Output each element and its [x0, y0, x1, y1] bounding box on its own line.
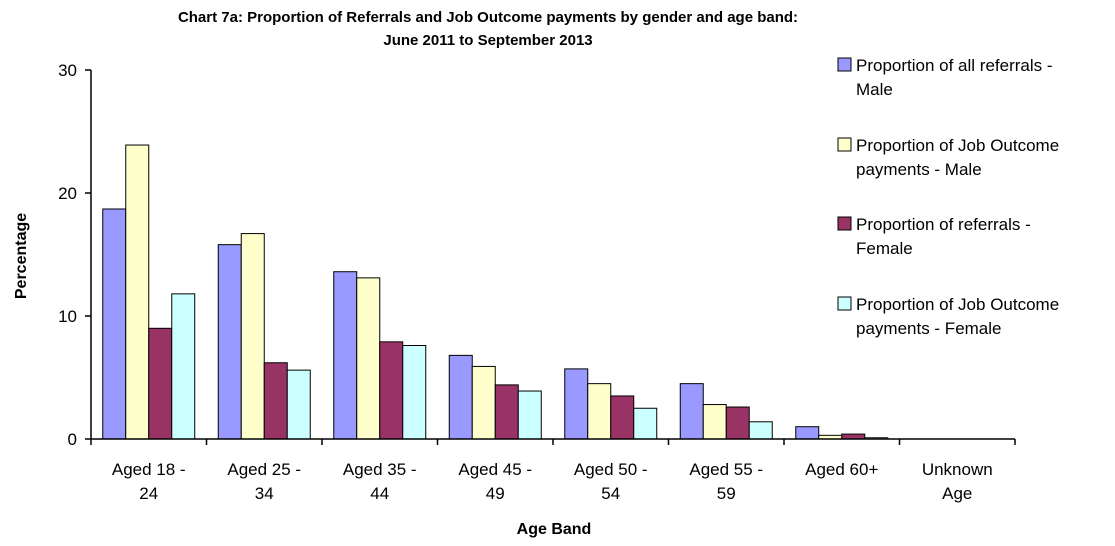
bar-series-3-cat-3 — [379, 341, 404, 440]
bar-series-4-cat-3 — [402, 345, 427, 440]
x-tick-label: Aged 55 - — [689, 460, 763, 479]
x-tick-label: Aged 18 - — [112, 460, 186, 479]
bar-series-3-cat-5 — [610, 395, 635, 440]
bar-series-3-cat-6 — [725, 406, 750, 440]
x-tick-label: Aged 50 - — [574, 460, 648, 479]
chart-title-line-2: June 2011 to September 2013 — [383, 32, 592, 49]
chart-title-line-1: Chart 7a: Proportion of Referrals and Jo… — [178, 9, 798, 26]
x-tick-label: Aged 35 - — [343, 460, 417, 479]
x-tick-label: 24 — [139, 484, 158, 503]
bar-series-4-cat-6 — [748, 421, 773, 440]
bar-series-1-cat-5 — [564, 368, 589, 440]
legend-swatch-3 — [837, 216, 852, 231]
x-tick-label: Unknown — [922, 460, 993, 479]
legend-label-2: Proportion of Job Outcome — [856, 136, 1059, 155]
x-tick-label: 44 — [370, 484, 389, 503]
bar-series-1-cat-1 — [102, 208, 127, 440]
bar-series-2-cat-2 — [240, 233, 265, 440]
y-axis-title: Percentage — [13, 213, 30, 299]
x-axis-title: Age Band — [517, 521, 592, 538]
bar-series-2-cat-3 — [356, 277, 381, 440]
bar-series-2-cat-1 — [125, 144, 150, 440]
x-tick-label: Aged 45 - — [458, 460, 532, 479]
legend-swatch-1 — [837, 57, 852, 72]
x-tick-label: Age — [942, 484, 972, 503]
bar-series-4-cat-4 — [517, 390, 542, 440]
bar-series-1-cat-4 — [448, 354, 473, 440]
legend: Proportion of all referrals - Male Proport… — [837, 56, 1059, 338]
x-tick-label: 59 — [717, 484, 736, 503]
legend-label-4: payments - Female — [856, 319, 1002, 338]
bar-series-4-cat-1 — [171, 293, 196, 440]
bar-series-1-cat-2 — [217, 244, 242, 440]
bar-series-1-cat-6 — [679, 383, 704, 440]
y-tick-label: 20 — [58, 184, 77, 203]
bar-series-3-cat-4 — [494, 384, 519, 440]
legend-label-3: Female — [856, 239, 913, 258]
bar-series-4-cat-5 — [633, 407, 658, 440]
legend-swatch-4 — [837, 296, 852, 311]
bar-series-1-cat-3 — [333, 271, 358, 440]
y-tick-labels: 0 10 20 30 — [58, 61, 77, 449]
x-tick-label: Aged 60+ — [805, 460, 878, 479]
legend-label-1: Proportion of all referrals - — [856, 56, 1053, 75]
legend-swatch-2 — [837, 137, 852, 152]
bar-series-4-cat-2 — [286, 369, 311, 440]
x-tick-label: 54 — [601, 484, 620, 503]
legend-label-1: Male — [856, 80, 893, 99]
bar-series-3-cat-1 — [148, 327, 173, 440]
legend-label-3: Proportion of referrals - — [856, 215, 1031, 234]
bar-series-2-cat-4 — [471, 365, 496, 440]
x-tick-label: Aged 25 - — [227, 460, 301, 479]
bar-series-2-cat-6 — [702, 404, 727, 440]
y-tick-label: 30 — [58, 61, 77, 80]
bars-group — [102, 144, 889, 440]
bar-series-3-cat-2 — [263, 362, 288, 440]
y-tick-label: 0 — [68, 430, 77, 449]
axes-group — [85, 69, 1016, 445]
legend-label-2: payments - Male — [856, 160, 982, 179]
bar-series-1-cat-7 — [795, 426, 820, 440]
bar-series-2-cat-5 — [587, 383, 612, 440]
legend-label-4: Proportion of Job Outcome — [856, 295, 1059, 314]
x-tick-label: 34 — [255, 484, 274, 503]
y-tick-label: 10 — [58, 307, 77, 326]
x-tick-label: 49 — [486, 484, 505, 503]
x-tick-labels: Aged 18 - 24 Aged 25 - 34 Aged 35 - 44 Aged 45… — [112, 460, 993, 503]
